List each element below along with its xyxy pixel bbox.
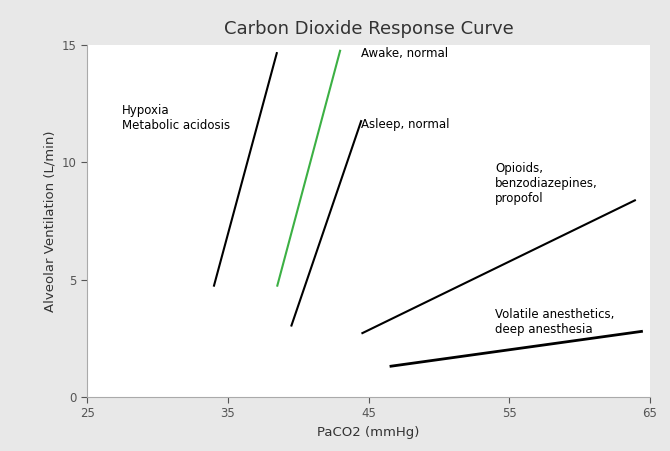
Title: Carbon Dioxide Response Curve: Carbon Dioxide Response Curve bbox=[224, 20, 513, 38]
Text: Hypoxia
Metabolic acidosis: Hypoxia Metabolic acidosis bbox=[123, 104, 230, 132]
Text: Asleep, normal: Asleep, normal bbox=[362, 118, 450, 131]
Text: Volatile anesthetics,
deep anesthesia: Volatile anesthetics, deep anesthesia bbox=[495, 308, 614, 336]
Text: Awake, normal: Awake, normal bbox=[362, 47, 449, 60]
X-axis label: PaCO2 (mmHg): PaCO2 (mmHg) bbox=[318, 426, 419, 439]
Y-axis label: Alveolar Ventilation (L/min): Alveolar Ventilation (L/min) bbox=[44, 130, 56, 312]
Text: Opioids,
benzodiazepines,
propofol: Opioids, benzodiazepines, propofol bbox=[495, 162, 598, 205]
